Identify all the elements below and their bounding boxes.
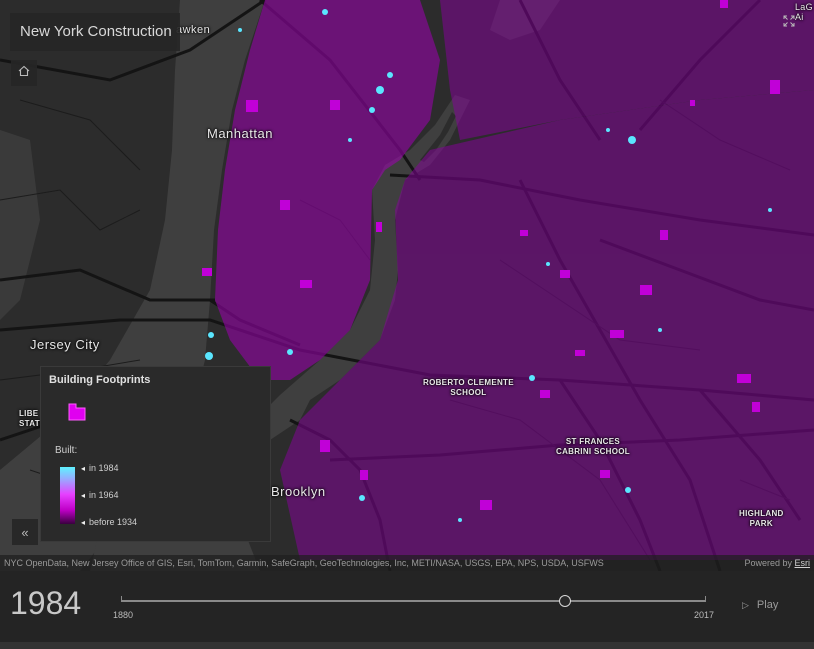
play-button[interactable]: ▷ Play [742, 599, 778, 611]
current-year: 1984 [10, 585, 82, 621]
map-label-roberto-clemente: ROBERTO CLEMENTE SCHOOL [423, 378, 514, 397]
legend-title: Building Footprints [49, 374, 151, 386]
map-label-manhattan: Manhattan [207, 126, 273, 141]
slider-max-label: 2017 [694, 610, 715, 620]
ramp-label-1984: in 1984 [81, 463, 119, 473]
color-ramp [60, 467, 75, 524]
map-label-laguardia: LaG Ai [795, 2, 813, 22]
fullscreen-button[interactable] [778, 12, 800, 34]
building-footprint-swatch [67, 402, 87, 427]
slider-tick-max [705, 596, 706, 601]
powered-by: Powered by Esri [744, 555, 810, 571]
slider-track[interactable] [121, 600, 706, 602]
map-label-liberty-state: LIBE STATE [19, 409, 46, 428]
map-view[interactable]: awken Manhattan Jersey City Brooklyn LIB… [0, 0, 814, 571]
bottom-strip [0, 642, 814, 649]
slider-tick-min [121, 596, 122, 601]
map-label-brooklyn: Brooklyn [271, 484, 326, 499]
slider-thumb[interactable] [559, 595, 571, 607]
slider-min-label: 1880 [113, 610, 134, 620]
play-icon: ▷ [742, 600, 749, 610]
home-button[interactable] [11, 60, 37, 86]
play-label: Play [756, 599, 779, 611]
powered-by-label: Powered by [744, 558, 795, 568]
attribution-bar: NYC OpenData, New Jersey Office of GIS, … [0, 555, 814, 571]
collapse-legend-button[interactable]: « [12, 519, 38, 545]
app-title: New York Construction [10, 13, 180, 51]
ramp-label-1934: before 1934 [81, 517, 137, 527]
time-slider: 1984 1880 2017 ▷ Play [0, 571, 814, 642]
map-label-highland-park: HIGHLAND PARK [739, 509, 784, 528]
map-label-jersey-city: Jersey City [30, 337, 100, 352]
attribution-sources[interactable]: NYC OpenData, New Jersey Office of GIS, … [4, 558, 604, 568]
legend-panel: Building Footprints Built: in 1984 in 19… [40, 366, 271, 542]
legend-built-label: Built: [55, 445, 78, 456]
ramp-label-1964: in 1964 [81, 490, 119, 500]
map-label-weehawken: awken [176, 24, 211, 36]
esri-link[interactable]: Esri [794, 558, 811, 568]
fullscreen-icon [783, 14, 795, 32]
map-label-st-frances: ST FRANCES CABRINI SCHOOL [556, 437, 630, 456]
home-icon [18, 64, 30, 82]
double-chevron-left-icon: « [21, 524, 29, 540]
